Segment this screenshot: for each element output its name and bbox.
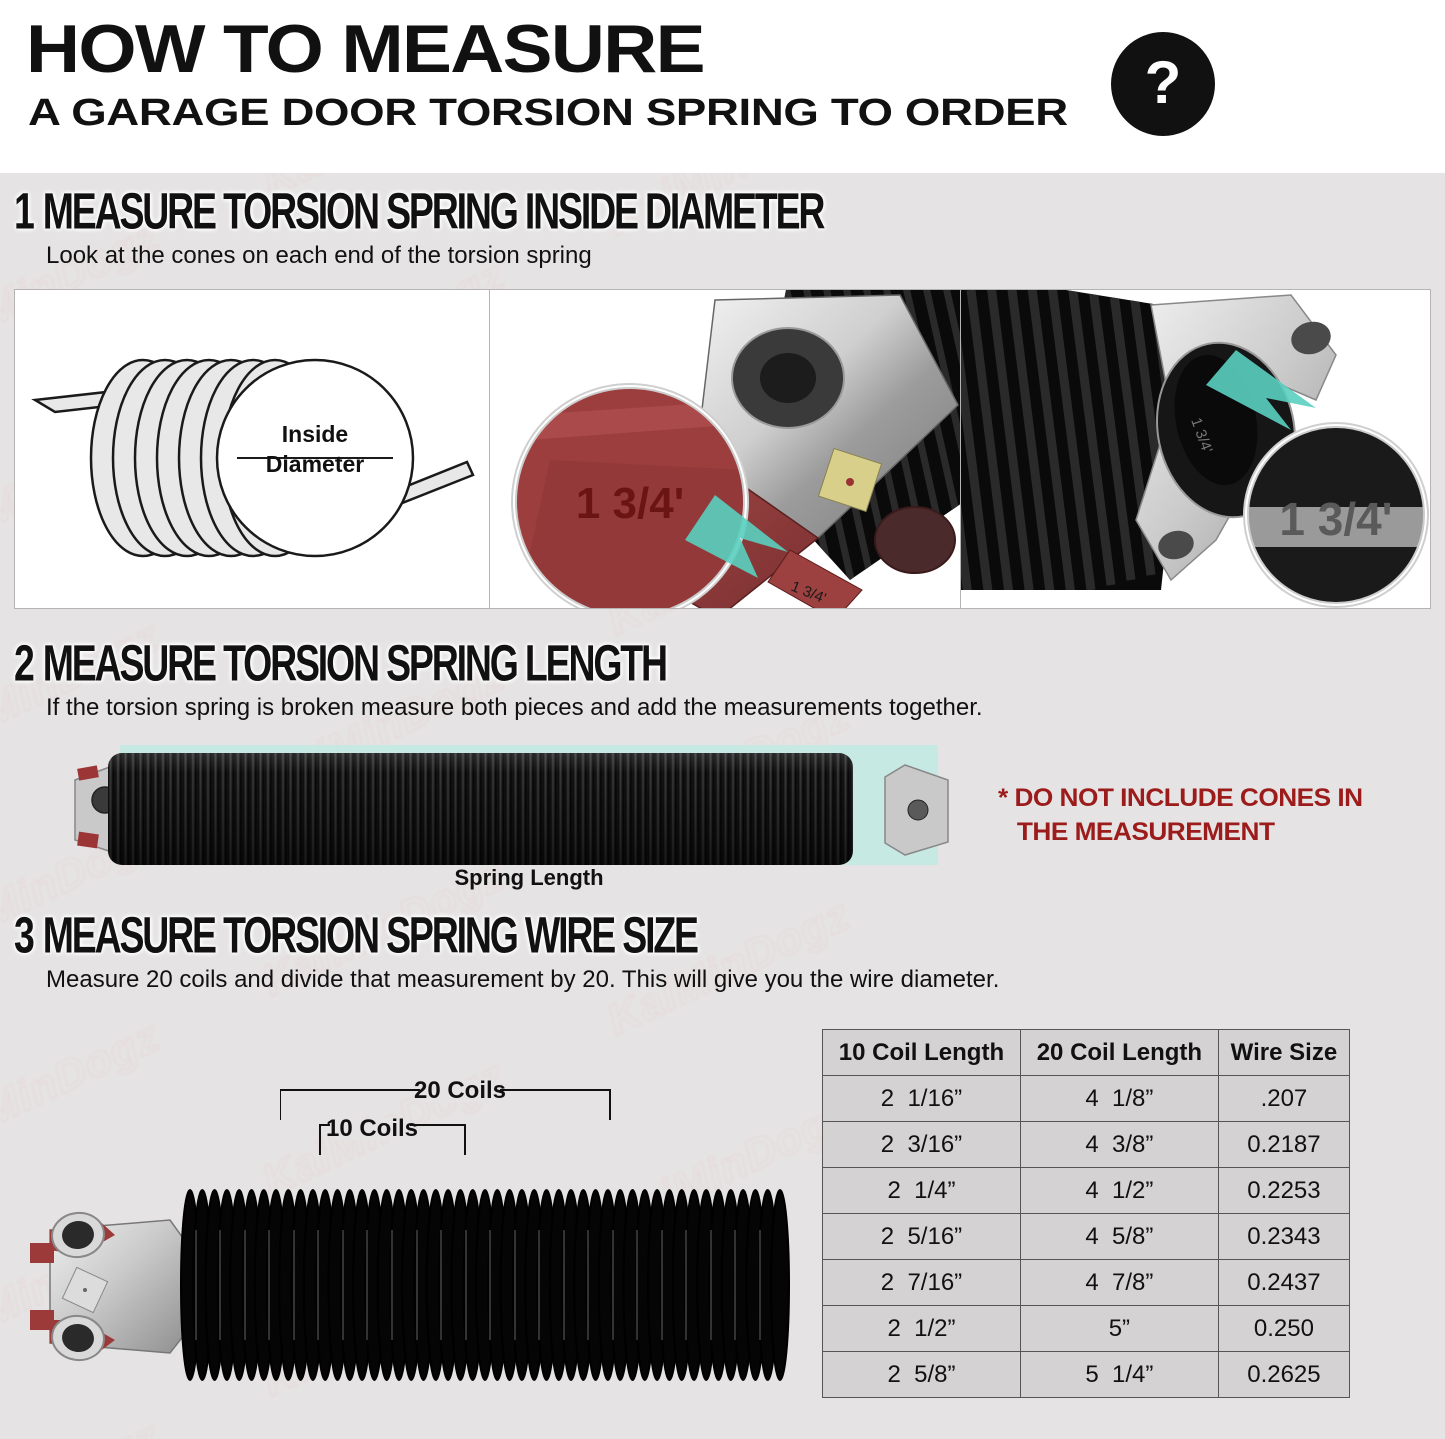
- svg-text:1 3/4': 1 3/4': [1279, 493, 1392, 545]
- svg-text:10 Coils: 10 Coils: [326, 1115, 418, 1142]
- svg-text:20 Coils: 20 Coils: [414, 1080, 506, 1104]
- svg-text:1 3/4': 1 3/4': [576, 479, 684, 528]
- svg-text:Inside: Inside: [282, 421, 348, 447]
- svg-text:Diameter: Diameter: [266, 451, 364, 477]
